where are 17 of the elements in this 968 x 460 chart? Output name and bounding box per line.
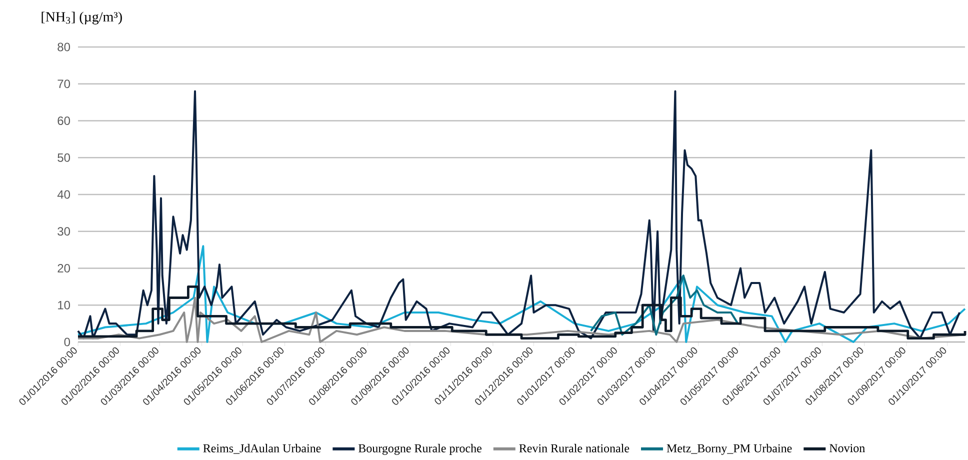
legend-label: Revin Rurale nationale [519,444,630,452]
y-tick-label: 30 [58,227,70,236]
line-series [590,274,739,336]
line-series [77,245,966,343]
legend-label: Bourgogne Rurale proche [358,444,482,455]
y-tick-label: 0 [64,338,70,346]
legend-label: Metz_Borny_PM Urbaine [666,444,792,455]
y-tick-label: 40 [57,190,70,199]
legend-label: Novion [829,444,865,452]
y-tick-label: 10 [58,300,70,310]
y-tick-label: 70 [58,80,70,88]
y-axis-title: [NH$_{3}$] (µg/m³) [42,12,122,24]
y-tick-label: 60 [58,116,70,126]
y-tick-label: 20 [58,264,70,273]
y-tick-label: 80 [58,42,70,52]
legend-label: Reims_JdAulan Urbaine [203,444,321,454]
y-tick-label: 50 [58,153,70,162]
